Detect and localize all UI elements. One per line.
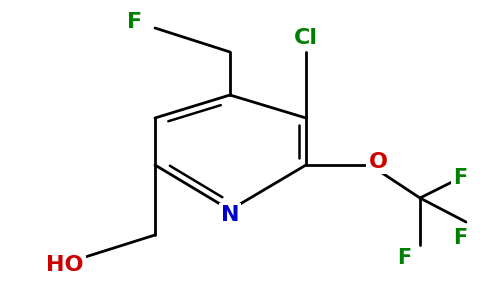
Text: F: F <box>453 228 467 248</box>
Text: F: F <box>397 248 411 268</box>
Text: F: F <box>127 12 143 32</box>
Text: HO: HO <box>46 255 84 275</box>
Text: N: N <box>221 205 239 225</box>
Text: O: O <box>368 152 388 172</box>
Text: Cl: Cl <box>294 28 318 48</box>
Text: F: F <box>453 168 467 188</box>
